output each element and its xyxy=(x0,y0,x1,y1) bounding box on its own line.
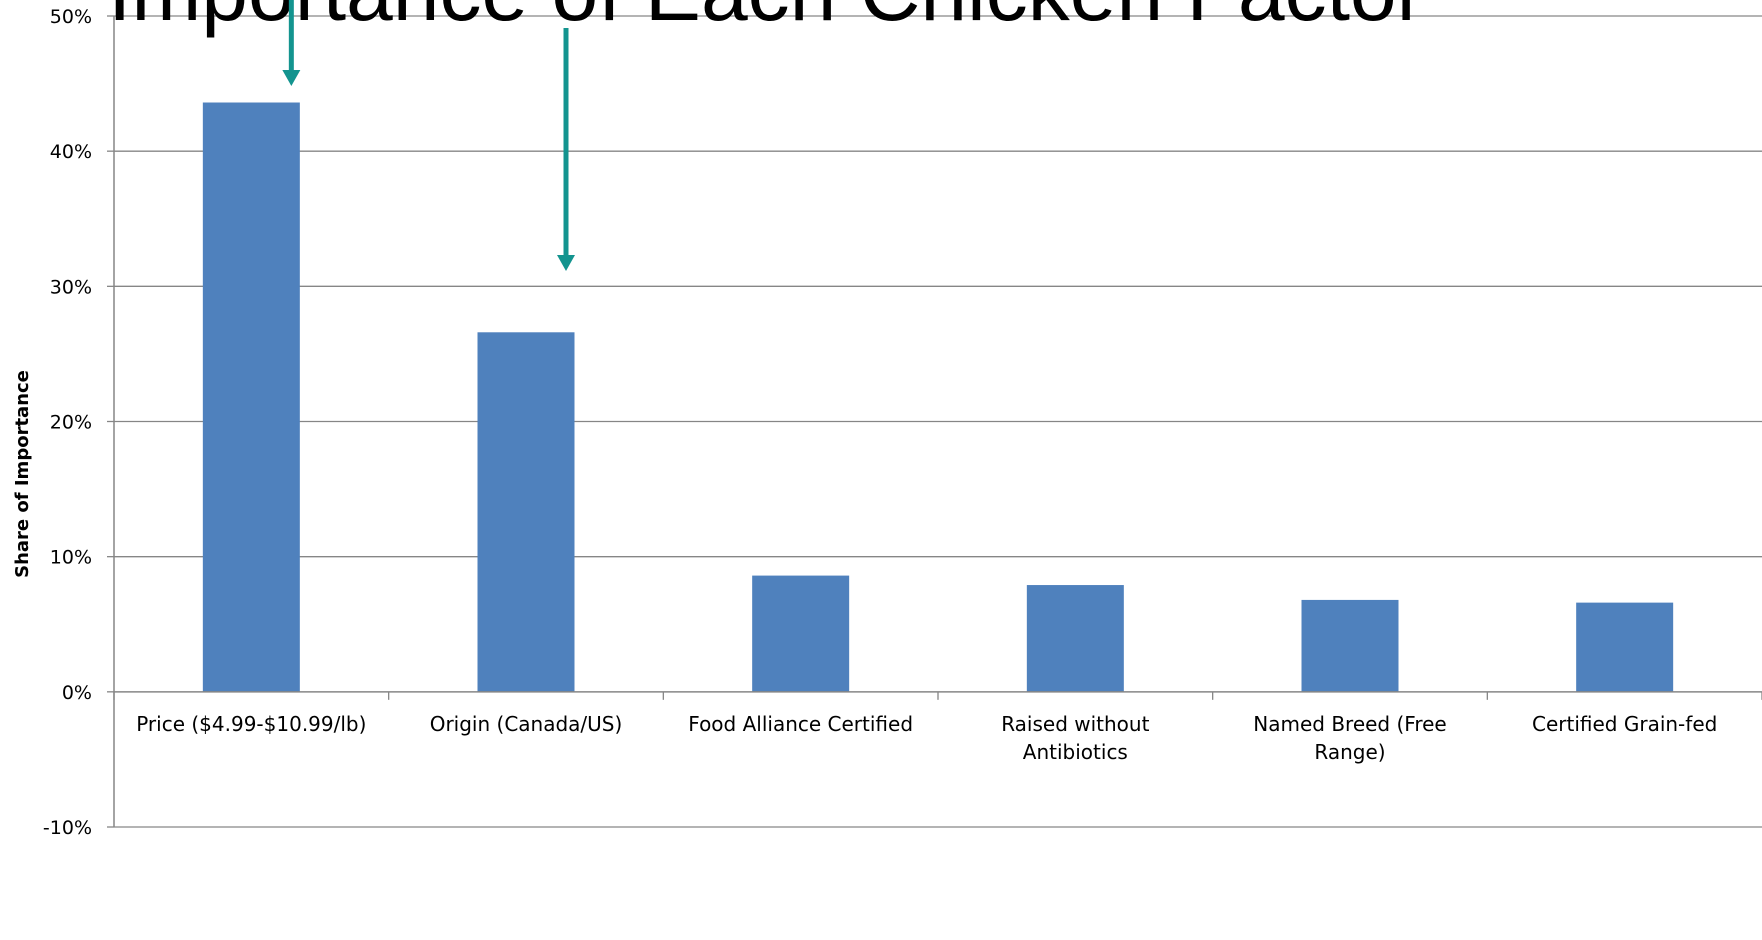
category-labels: Price ($4.99-$10.99/lb) Origin (Canada/US… xyxy=(136,712,1717,764)
y-axis-title: Share of Importance xyxy=(12,370,33,578)
bars xyxy=(202,102,1674,692)
category-label: Origin (Canada/US) xyxy=(430,712,623,736)
y-tick-labels: -10% 0% 10% 20% 30% 40% 50% xyxy=(43,6,92,839)
bar xyxy=(1301,599,1399,692)
y-tick-label: 50% xyxy=(50,6,92,28)
y-tick-label: 20% xyxy=(50,412,92,434)
annotation-arrow-head xyxy=(282,70,301,86)
bar xyxy=(752,575,850,692)
bar xyxy=(1026,585,1124,692)
gridlines xyxy=(114,15,1762,828)
y-tick-label: 30% xyxy=(50,276,92,298)
category-label: Certified Grain-fed xyxy=(1532,712,1717,736)
annotation-arrow-head xyxy=(557,255,575,271)
axes xyxy=(107,15,1762,828)
y-tick-label: 40% xyxy=(50,141,92,163)
chart-title: Importance of Each Chicken Factor xyxy=(108,0,1425,38)
category-label: Raised without Antibiotics xyxy=(1001,712,1149,764)
annotation-arrows xyxy=(282,0,575,271)
bar xyxy=(202,102,300,692)
y-tick-label: -10% xyxy=(43,817,92,839)
y-tick-label: 0% xyxy=(62,682,92,704)
category-label: Food Alliance Certified xyxy=(688,712,913,736)
bar xyxy=(1576,602,1674,692)
category-label: Price ($4.99-$10.99/lb) xyxy=(136,712,366,736)
y-tick-label: 10% xyxy=(50,547,92,569)
category-label: Named Breed (Free Range) xyxy=(1253,712,1446,764)
bar xyxy=(477,332,575,692)
